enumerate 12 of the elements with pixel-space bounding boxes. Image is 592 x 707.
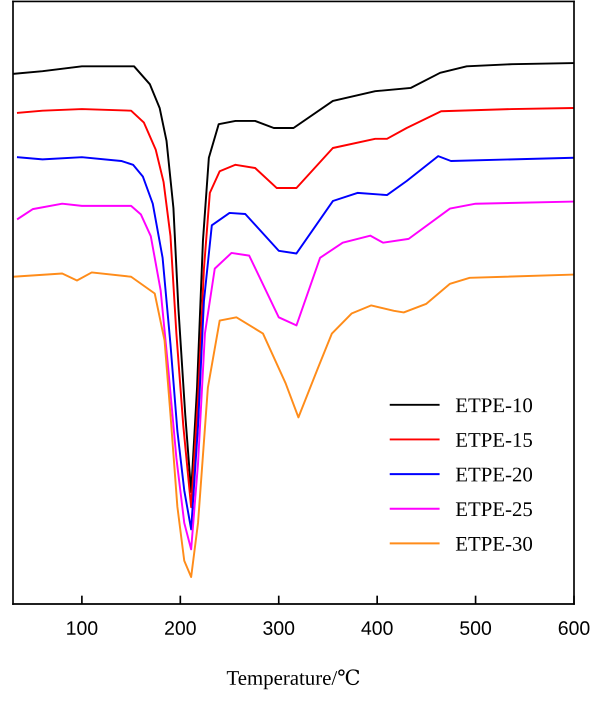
x-axis-title: Temperature/℃ xyxy=(226,669,360,690)
legend-label: ETPE-10 xyxy=(456,398,532,412)
x-tick-label: 100 xyxy=(67,621,98,635)
legend-label: ETPE-30 xyxy=(456,536,532,551)
x-tick-label: 400 xyxy=(361,621,393,635)
x-tick-label: 600 xyxy=(558,621,590,635)
x-tick-label: 200 xyxy=(165,621,196,635)
legend-label: ETPE-20 xyxy=(456,468,532,482)
legend-label: ETPE-15 xyxy=(456,432,532,447)
x-tick-label: 500 xyxy=(460,621,492,635)
legend-label: ETPE-25 xyxy=(456,502,532,516)
x-tick-label: 300 xyxy=(263,621,294,635)
